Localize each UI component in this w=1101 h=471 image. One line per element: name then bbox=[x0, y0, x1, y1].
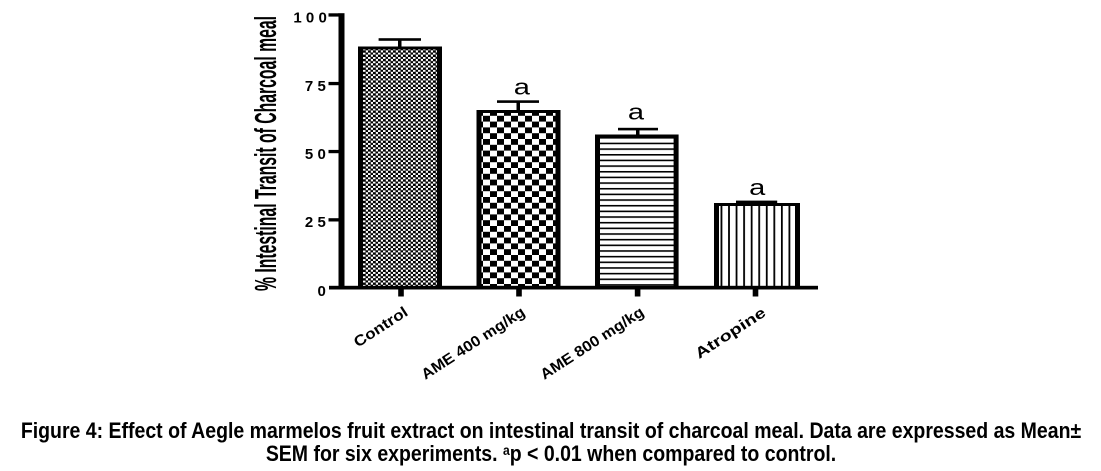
svg-text:a: a bbox=[514, 76, 531, 100]
svg-text:AME 800 mg/kg: AME 800 mg/kg bbox=[537, 304, 647, 384]
svg-text:50: 50 bbox=[305, 146, 330, 163]
svg-text:a: a bbox=[749, 176, 766, 200]
svg-text:Atropine: Atropine bbox=[692, 304, 769, 362]
svg-text:0: 0 bbox=[317, 283, 330, 300]
svg-text:Control: Control bbox=[351, 304, 411, 351]
svg-text:a: a bbox=[628, 101, 645, 125]
svg-text:AME 400 mg/kg: AME 400 mg/kg bbox=[418, 304, 528, 384]
svg-text:% Intestinal Transit of Charco: % Intestinal Transit of Charcoal meal bbox=[248, 16, 283, 291]
svg-text:75: 75 bbox=[305, 78, 330, 95]
svg-text:100: 100 bbox=[293, 9, 331, 26]
svg-text:25: 25 bbox=[305, 214, 330, 231]
